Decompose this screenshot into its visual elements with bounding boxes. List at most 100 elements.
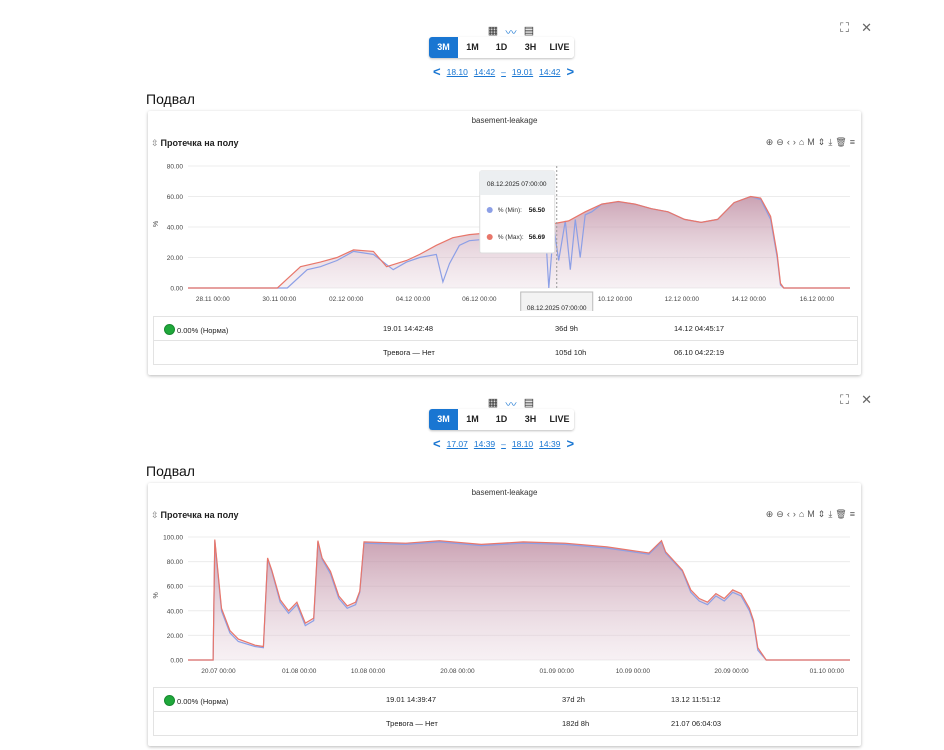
close-icon[interactable]: ✕ bbox=[861, 392, 872, 407]
y-tick-label: 60.00 bbox=[167, 194, 184, 201]
delete-icon[interactable]: 🗑 bbox=[835, 509, 847, 519]
table-icon[interactable]: ▤ bbox=[523, 25, 535, 37]
range-to-time[interactable]: 14:42 bbox=[539, 66, 561, 77]
grid-icon[interactable]: ▦ bbox=[487, 397, 499, 409]
x-tick-label: 16.12 00:00 bbox=[800, 296, 835, 303]
range-from-time[interactable]: 14:39 bbox=[473, 438, 496, 449]
pan-left-icon[interactable]: ‹ bbox=[786, 137, 790, 147]
period-3m-button[interactable]: 3M bbox=[429, 37, 458, 58]
y-tick-label: 80.00 bbox=[167, 559, 184, 566]
range-to-date[interactable]: 19.01 bbox=[511, 66, 534, 77]
chart-title-text: Протечка на полу bbox=[160, 510, 239, 520]
stats-table: 0.00% (Норма) 19.01 14:42:48 36d 9h 14.1… bbox=[153, 316, 858, 365]
since-cell: 06.10 04:22:19 bbox=[674, 348, 725, 357]
range-to-time[interactable]: 14:39 bbox=[539, 438, 561, 449]
chart-toolbar: ⊕ ⊖ ‹ › ⌂ M ⇕ ⤓ 🗑 ≡ bbox=[766, 509, 855, 520]
line-chart-icon[interactable]: 〰 bbox=[505, 399, 517, 411]
view-switcher: ▦ 〰 ▤ bbox=[487, 396, 535, 412]
period-3m-button[interactable]: 3M bbox=[429, 409, 458, 430]
status-ok-icon bbox=[164, 695, 175, 706]
download-icon[interactable]: ⤓ bbox=[828, 137, 833, 147]
x-tick-label: 10.08 00:00 bbox=[351, 668, 386, 675]
next-range-icon[interactable]: > bbox=[566, 436, 575, 451]
status-text: 0.00% (Норма) bbox=[177, 697, 229, 706]
period-live-button[interactable]: LIVE bbox=[545, 409, 574, 430]
timestamp-cell: 19.01 14:39:47 bbox=[386, 695, 437, 704]
zoom-out-icon[interactable]: ⊖ bbox=[776, 509, 784, 519]
tooltip-row-value: 56.69 bbox=[529, 234, 546, 241]
range-separator: – bbox=[501, 438, 506, 449]
tooltip-row-value: 56.50 bbox=[529, 207, 546, 214]
alarm-cell: Тревога — Нет bbox=[383, 348, 435, 357]
line-chart-icon[interactable]: 〰 bbox=[505, 27, 517, 39]
fullscreen-icon[interactable]: ⛶ bbox=[839, 392, 850, 407]
since-cell: 21.07 06:04:03 bbox=[671, 719, 722, 728]
marker-icon[interactable]: M bbox=[807, 137, 815, 147]
since-cell: 13.12 11:51:12 bbox=[671, 695, 721, 704]
fullscreen-icon[interactable]: ⛶ bbox=[839, 20, 850, 35]
home-icon[interactable]: ⌂ bbox=[798, 137, 805, 147]
range-from-time[interactable]: 14:42 bbox=[473, 66, 496, 77]
chart-title: ⇳ Протечка на полу bbox=[151, 138, 238, 149]
drag-handle-icon[interactable]: ⇳ bbox=[151, 138, 159, 148]
pan-right-icon[interactable]: › bbox=[792, 137, 796, 147]
pan-left-icon[interactable]: ‹ bbox=[786, 509, 790, 519]
stats-row: Тревога — Нет 105d 10h 06.10 04:22:19 bbox=[154, 341, 857, 364]
y-tick-label: 100.00 bbox=[163, 535, 183, 542]
duration-cell: 105d 10h bbox=[555, 348, 587, 357]
table-icon[interactable]: ▤ bbox=[523, 397, 535, 409]
chart-plot[interactable]: 80.00 60.00 40.00 20.00 0.00% 28.11 00:00 30.1… bbox=[148, 151, 861, 311]
fit-height-icon[interactable]: ⇕ bbox=[817, 509, 826, 519]
crosshair-x-box bbox=[520, 291, 594, 311]
x-tick-label: 04.12 00:00 bbox=[396, 296, 431, 303]
next-range-icon[interactable]: > bbox=[566, 64, 575, 79]
period-3h-button[interactable]: 3H bbox=[516, 409, 545, 430]
period-live-button[interactable]: LIVE bbox=[545, 37, 574, 58]
status-cell: 0.00% (Норма) bbox=[164, 695, 228, 706]
home-icon[interactable]: ⌂ bbox=[798, 509, 805, 519]
grid-icon[interactable]: ▦ bbox=[487, 25, 499, 37]
prev-range-icon[interactable]: < bbox=[433, 436, 441, 451]
range-from-date[interactable]: 17.07 bbox=[446, 438, 468, 449]
delete-icon[interactable]: 🗑 bbox=[835, 137, 847, 147]
range-from-date[interactable]: 18.10 bbox=[446, 66, 468, 77]
period-selector: 3M 1M 1D 3H LIVE bbox=[429, 409, 574, 430]
period-3h-button[interactable]: 3H bbox=[516, 37, 545, 58]
duration-cell: 37d 2h bbox=[562, 695, 585, 704]
add-series-icon[interactable]: ≡ bbox=[849, 509, 855, 519]
download-icon[interactable]: ⤓ bbox=[828, 509, 833, 519]
zoom-out-icon[interactable]: ⊖ bbox=[776, 137, 784, 147]
y-tick-label: 20.00 bbox=[167, 633, 184, 640]
x-tick-label: 12.12 00:00 bbox=[665, 296, 700, 303]
pan-right-icon[interactable]: › bbox=[792, 509, 796, 519]
duration-cell: 182d 8h bbox=[562, 719, 590, 728]
zoom-in-icon[interactable]: ⊕ bbox=[765, 137, 774, 147]
stats-row: 0.00% (Норма) 19.01 14:39:47 37d 2h 13.1… bbox=[154, 688, 857, 712]
x-tick-label: 28.11 00:00 bbox=[196, 296, 230, 303]
y-tick-label: 0.00 bbox=[170, 658, 183, 665]
range-separator: – bbox=[501, 66, 506, 77]
view-switcher: ▦ 〰 ▤ bbox=[487, 24, 535, 40]
close-icon[interactable]: ✕ bbox=[861, 20, 872, 35]
drag-handle-icon[interactable]: ⇳ bbox=[151, 510, 159, 520]
period-1m-button[interactable]: 1M bbox=[458, 409, 487, 430]
marker-icon[interactable]: M bbox=[807, 509, 815, 519]
window-controls: ⛶ ✕ bbox=[840, 20, 872, 36]
y-tick-label: 20.00 bbox=[167, 255, 184, 262]
panel-1: ▦ 〰 ▤ ⛶ ✕ 3M 1M 1D 3H LIVE < 18.10 14:42… bbox=[146, 20, 872, 365]
x-tick-label: 30.11 00:00 bbox=[262, 296, 296, 303]
add-series-icon[interactable]: ≡ bbox=[849, 137, 855, 147]
period-selector: 3M 1M 1D 3H LIVE bbox=[429, 37, 574, 58]
period-1d-button[interactable]: 1D bbox=[487, 409, 516, 430]
series-area bbox=[188, 539, 850, 660]
zoom-in-icon[interactable]: ⊕ bbox=[765, 509, 774, 519]
fit-height-icon[interactable]: ⇕ bbox=[817, 137, 826, 147]
prev-range-icon[interactable]: < bbox=[433, 64, 441, 79]
tooltip-row-label: % (Max): bbox=[498, 234, 524, 241]
period-1d-button[interactable]: 1D bbox=[487, 37, 516, 58]
chart-plot[interactable]: 100.00 80.00 60.00 40.00 20.00 0.00% 20.07 00:… bbox=[148, 523, 861, 683]
y-tick-label: 40.00 bbox=[167, 225, 184, 232]
since-cell: 14.12 04:45:17 bbox=[674, 324, 725, 333]
period-1m-button[interactable]: 1M bbox=[458, 37, 487, 58]
range-to-date[interactable]: 18.10 bbox=[511, 438, 534, 449]
